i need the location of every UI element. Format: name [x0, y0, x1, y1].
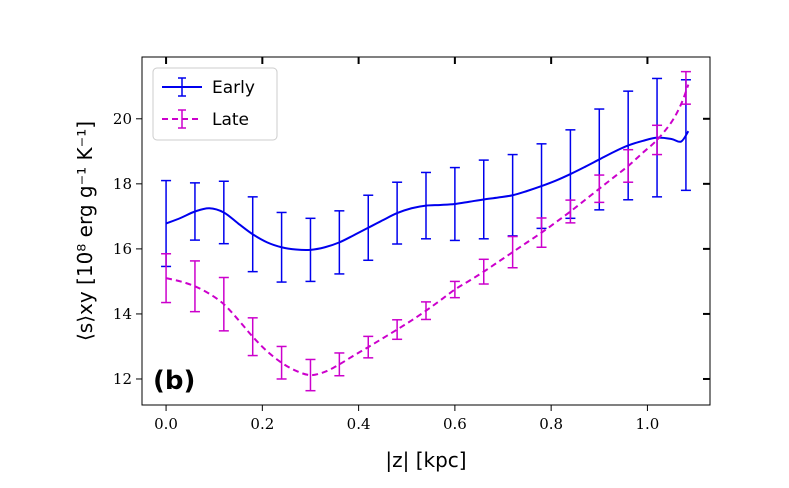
errorbar-late — [161, 253, 172, 304]
errorbar-early — [392, 181, 403, 245]
errorbar-early — [247, 196, 258, 273]
x-tick-label: 0.4 — [347, 415, 371, 433]
x-tick-label: 1.0 — [635, 415, 659, 433]
y-tick-label: 16 — [113, 240, 132, 258]
x-tick-label: 0.8 — [539, 415, 563, 433]
errorbar-early — [478, 159, 489, 240]
y-tick-label: 18 — [113, 175, 132, 193]
errorbar-early — [421, 171, 431, 240]
x-tick-label: 0.0 — [154, 415, 178, 433]
y-tick-label: 20 — [113, 110, 132, 128]
errorbar-early — [449, 166, 460, 242]
legend-early-label: Early — [212, 78, 255, 98]
legend: Early Late — [152, 67, 278, 141]
y-tick-label: 12 — [113, 370, 132, 388]
errorbar-late — [565, 199, 576, 224]
errorbar-late — [652, 124, 663, 156]
x-axis-label: |z| [kpc] — [385, 448, 466, 472]
errorbar-late — [189, 260, 200, 313]
errorbar-late — [680, 70, 691, 105]
errorbar-early — [276, 211, 287, 283]
errorbar-early — [334, 210, 345, 275]
y-tick-label: 14 — [113, 305, 132, 323]
errorbar-late — [507, 235, 518, 269]
errorbar-early — [363, 194, 374, 262]
x-tick-label: 0.2 — [250, 415, 274, 433]
series-late — [161, 70, 691, 392]
panel-label: (b) — [153, 366, 195, 396]
series-line-early — [165, 130, 690, 252]
errorbar-late — [363, 335, 374, 359]
errorbar-late — [276, 345, 287, 380]
x-axis-label-text: |z| [kpc] — [385, 448, 466, 472]
errorbar-late — [218, 276, 229, 332]
errorbar-late — [594, 174, 605, 204]
plot-content — [161, 70, 691, 392]
errorbar-late — [449, 280, 460, 299]
errorbar-early — [218, 180, 229, 245]
legend-late-label: Late — [212, 110, 249, 130]
ticks-layer: 0.0 0.2 0.4 0.6 0.8 1.0 12 14 16 18 20 — [113, 57, 710, 433]
x-tick-label: 0.6 — [443, 415, 467, 433]
series-line-late — [165, 84, 690, 377]
y-axis-label: ⟨s⟩xy [10⁸ erg g⁻¹ K⁻¹] — [73, 121, 97, 341]
errorbar-late — [334, 352, 345, 377]
errorbar-late — [478, 258, 489, 285]
plot-frame — [141, 56, 711, 406]
errorbar-late — [392, 319, 403, 341]
errorbar-late — [623, 148, 634, 183]
y-axis-label-text: ⟨s⟩xy [10⁸ erg g⁻¹ K⁻¹] — [73, 121, 97, 341]
errorbar-late — [421, 301, 431, 321]
errorbar-late — [305, 358, 316, 392]
errorbar-early — [189, 182, 200, 241]
errorbar-late — [536, 217, 547, 249]
errorbar-early — [305, 217, 316, 283]
errorbar-late — [247, 317, 258, 357]
